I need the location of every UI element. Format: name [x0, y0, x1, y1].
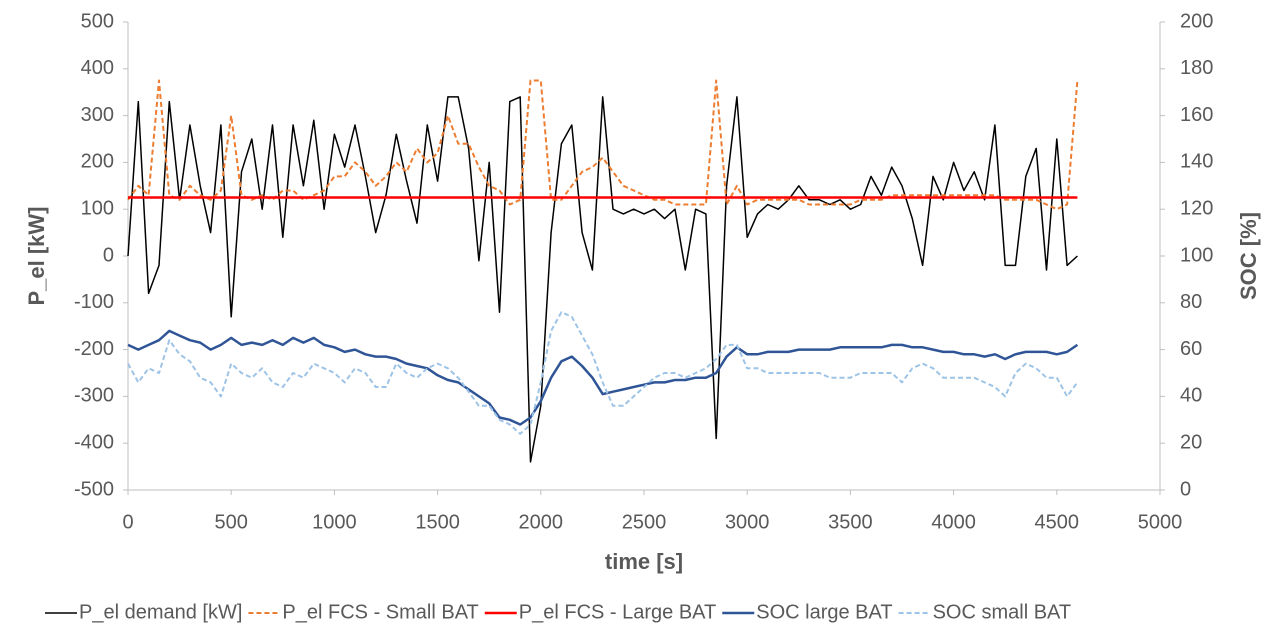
y2-tick-label: 200 — [1180, 10, 1213, 32]
y2-tick-label: 180 — [1180, 57, 1213, 79]
x-tick-label: 4000 — [931, 511, 976, 533]
x-tick-label: 5000 — [1138, 511, 1183, 533]
y2-tick-label: 40 — [1180, 385, 1202, 407]
series-line — [127, 96, 1078, 463]
series-line — [127, 79, 1079, 211]
y-tick-label: -100 — [74, 291, 114, 313]
y-tick-label: -500 — [74, 478, 114, 500]
x-tick-label: 3500 — [828, 511, 873, 533]
x-tick-label: 2500 — [622, 511, 667, 533]
y2-tick-label: 140 — [1180, 151, 1213, 173]
x-tick-label: 1000 — [312, 511, 357, 533]
y-tick-label: -400 — [74, 431, 114, 453]
y-axis-label: P_el [kW] — [24, 206, 49, 305]
series-line — [127, 311, 1079, 435]
legend-label: P_el FCS - Large BAT — [519, 601, 716, 623]
x-axis-label: time [s] — [605, 549, 683, 574]
y2-tick-label: 160 — [1180, 104, 1213, 126]
y2-tick-label: 0 — [1180, 478, 1191, 500]
series-line — [127, 329, 1079, 426]
y-tick-label: 300 — [81, 104, 114, 126]
x-tick-label: 4500 — [1035, 511, 1080, 533]
y-tick-label: 500 — [81, 10, 114, 32]
legend-label: P_el demand [kW] — [79, 601, 242, 623]
y-tick-label: 100 — [81, 197, 114, 219]
x-tick-label: 3000 — [725, 511, 770, 533]
y2-tick-label: 60 — [1180, 338, 1202, 360]
y-tick-label: 400 — [81, 57, 114, 79]
x-tick-label: 2000 — [519, 511, 564, 533]
x-tick-label: 500 — [215, 511, 248, 533]
y2-tick-label: 80 — [1180, 291, 1202, 313]
y2-tick-label: 100 — [1180, 244, 1213, 266]
y-tick-label: 0 — [103, 244, 114, 266]
legend-label: P_el FCS - Small BAT — [282, 601, 478, 623]
legend-label: SOC large BAT — [756, 601, 892, 623]
y-tick-label: -300 — [74, 385, 114, 407]
x-tick-label: 0 — [122, 511, 133, 533]
y-tick-label: 200 — [81, 151, 114, 173]
x-tick-label: 1500 — [415, 511, 460, 533]
legend-label: SOC small BAT — [933, 601, 1072, 623]
y-tick-label: -200 — [74, 338, 114, 360]
y2-axis-label: SOC [%] — [1236, 212, 1261, 300]
y2-tick-label: 120 — [1180, 197, 1213, 219]
y2-tick-label: 20 — [1180, 431, 1202, 453]
